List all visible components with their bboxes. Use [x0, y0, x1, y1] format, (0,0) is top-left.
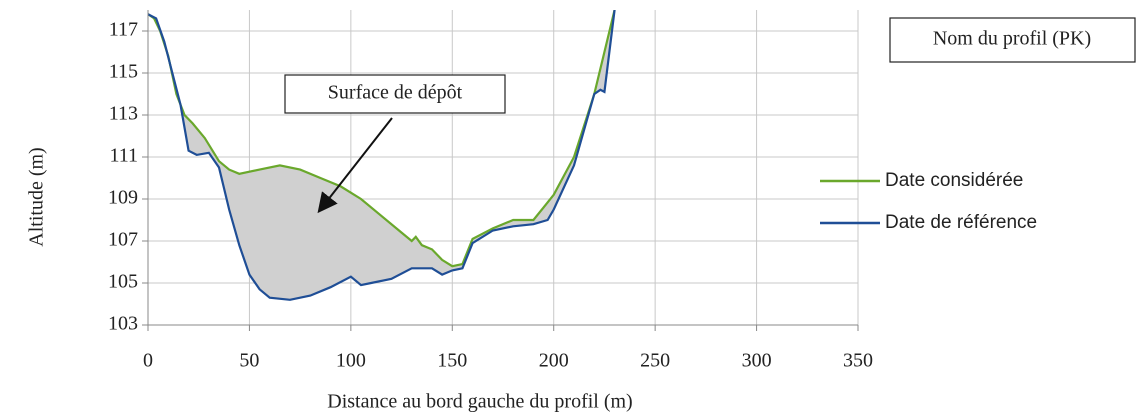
- area-layer: [148, 10, 615, 300]
- x-tick-label: 250: [640, 350, 670, 372]
- legend: Date considérée Date de référence: [820, 170, 1037, 233]
- series-line: [148, 10, 616, 268]
- annotation-arrow: [317, 117, 393, 214]
- annotation-box: [284, 74, 506, 114]
- profile-name-box: [889, 17, 1136, 63]
- y-tick-label: 103: [108, 313, 138, 335]
- y-tick-label: 107: [108, 229, 138, 251]
- x-tick-label: 100: [336, 350, 366, 372]
- legend-label: Date considérée: [885, 170, 1023, 191]
- x-axis-label: Distance au bord gauche du profil (m): [327, 391, 632, 413]
- x-tick-label: 50: [239, 350, 259, 372]
- deposit-area: [148, 10, 615, 300]
- x-tick-label: 200: [539, 350, 569, 372]
- y-tick-label: 115: [109, 61, 138, 83]
- axes: 103 105 107 109 111 113 115 117 0 50 100 150 200 250 3…: [108, 10, 873, 372]
- x-tick-label: 0: [143, 350, 153, 372]
- y-tick-label: 109: [108, 187, 138, 209]
- line-layer: [148, 10, 616, 301]
- legend-label: Date de référence: [885, 212, 1037, 233]
- y-tick-label: 113: [109, 103, 138, 125]
- y-tick-label: 117: [109, 19, 138, 41]
- series-line: [148, 10, 616, 301]
- annotation: Surface de dépôt: [328, 82, 463, 104]
- y-tick-label: 111: [109, 145, 138, 167]
- x-tick-label: 300: [742, 350, 772, 372]
- y-axis-label: Altitude (m): [26, 147, 48, 246]
- x-tick-label: 150: [437, 350, 467, 372]
- profile-name: Nom du profil (PK): [933, 28, 1091, 50]
- y-tick-label: 105: [108, 271, 138, 293]
- x-tick-label: 350: [843, 350, 873, 372]
